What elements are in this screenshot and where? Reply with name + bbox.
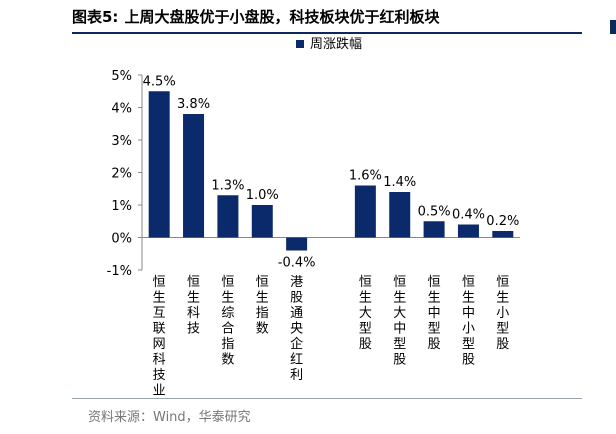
data-label: 1.3% xyxy=(211,178,244,193)
y-tick-label: -1% xyxy=(107,264,132,279)
bar xyxy=(457,224,479,238)
figure-title: 图表5: 上周大盘股优于小盘股，科技板块优于红利板块 xyxy=(72,6,439,27)
legend-label: 周涨跌幅 xyxy=(310,36,362,52)
data-label: 4.5% xyxy=(143,74,176,89)
bar xyxy=(148,91,170,238)
title-rule xyxy=(72,32,582,34)
category-label: 恒生小型股 xyxy=(496,275,509,352)
y-tick-label: 1% xyxy=(111,199,132,214)
data-label: 1.6% xyxy=(349,169,382,184)
data-label: 0.5% xyxy=(418,204,451,219)
data-label: 1.4% xyxy=(383,175,416,190)
data-label: -0.4% xyxy=(278,256,316,271)
data-label: 1.0% xyxy=(246,188,279,203)
category-label: 恒生中小型股 xyxy=(462,275,475,368)
category-label: 港股通央企红利 xyxy=(290,275,303,383)
bar xyxy=(183,114,205,238)
bar xyxy=(423,221,445,238)
category-label: 恒生大中型股 xyxy=(393,275,406,368)
category-label: 恒生互联网科技业 xyxy=(153,275,166,399)
bar xyxy=(492,231,514,238)
legend-swatch xyxy=(296,40,304,48)
edge-marker xyxy=(610,20,616,34)
figure-title-text: 上周大盘股优于小盘股，科技板块优于红利板块 xyxy=(124,8,440,26)
bar xyxy=(286,237,308,251)
figure-label: 图表5: xyxy=(72,8,119,26)
bar xyxy=(217,195,239,238)
y-tick-label: 5% xyxy=(111,69,132,84)
bar xyxy=(251,205,273,238)
category-label: 恒生指数 xyxy=(256,275,269,337)
y-tick-label: 3% xyxy=(111,134,132,149)
category-label: 恒生综合指数 xyxy=(221,275,234,368)
category-label: 恒生科技 xyxy=(187,275,200,337)
category-label: 恒生大型股 xyxy=(359,275,372,352)
footer-rule xyxy=(72,398,582,399)
category-label: 恒生中型股 xyxy=(428,275,441,352)
data-label: 0.4% xyxy=(452,208,485,223)
bar-chart: -1% 0% 1% 2% 3% 4% 5% 4.5% 恒生互联网科技业 3.8% 恒生科技 1.3% 恒… xyxy=(107,36,520,399)
data-label: 3.8% xyxy=(177,97,210,112)
bar xyxy=(354,185,376,238)
y-tick-label: 4% xyxy=(111,102,132,117)
y-tick-label: 0% xyxy=(111,232,132,247)
bar xyxy=(389,192,411,238)
data-label: 0.2% xyxy=(486,214,519,229)
y-tick-label: 2% xyxy=(111,167,132,182)
source-note: 资料来源：Wind，华泰研究 xyxy=(88,410,251,425)
